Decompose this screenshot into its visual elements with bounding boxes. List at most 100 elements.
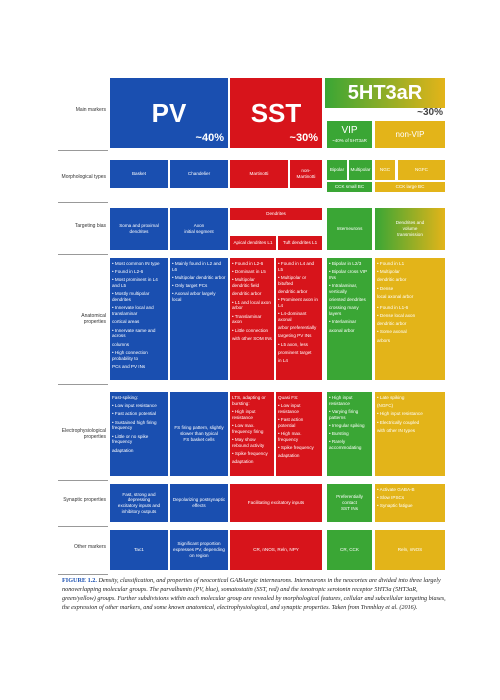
cell-text: expresses PV, depending [173, 547, 225, 553]
cell-text: adaptation [112, 447, 134, 453]
group-header: 5HT3aR [325, 78, 445, 108]
row-label: Anatomical properties [81, 313, 106, 325]
subgroup-header: non-VIP [375, 121, 445, 148]
group-header: PV ~40% [110, 78, 228, 148]
group-share: ~30% [289, 132, 318, 145]
row-divider [58, 202, 108, 203]
cell: • High input resistance • Varying firing … [327, 392, 372, 476]
cell-text: local axonal arbor [377, 293, 414, 299]
row-divider [58, 526, 108, 527]
cell-text: Apical dendrites L1 [233, 240, 273, 246]
cell: Facilitating excitatory inputs [230, 484, 322, 522]
cell-text: crossing many layers [329, 305, 359, 317]
cell-text: dendritic arbor [377, 277, 407, 283]
caption-label: FIGURE 1.2. [62, 577, 97, 584]
cell-text: targeting PV INs [278, 333, 312, 339]
cell-text: • Activate GABA-B [377, 487, 415, 492]
cell-text: • Translaminar axon [232, 313, 262, 325]
cell-text: • Bipolar cross VIP INs [329, 269, 368, 280]
cell-text: on region [189, 552, 209, 558]
cell-text: Tuft dendrites L1 [282, 240, 318, 246]
cell-text: Martinotti [296, 174, 316, 179]
cell-text: Dendrites and [395, 220, 425, 226]
row-label: Morphological types [61, 174, 106, 180]
cell: FS firing pattern, slightly slower than t… [170, 392, 228, 476]
cell-text: • Innervate same and across [112, 327, 156, 339]
cell-text: • Spike frequency [278, 445, 314, 451]
cell-text: • Slow IPSCs [377, 495, 405, 501]
cell-text: • High input resistance [329, 395, 353, 406]
cell-text: • Axonal arbor largely local [172, 291, 216, 303]
cell-text: slower than typical [180, 431, 218, 437]
cell-text: CR, CCK [340, 547, 359, 553]
cell-text: Tac1 [134, 547, 144, 553]
cell: • Found in L4 and L5 • Multipolar or bitu… [276, 258, 322, 380]
cell-text: Significant proportion [177, 541, 221, 547]
cell-text: Dendrites [266, 211, 286, 217]
cell-text: Reln, nNOS [397, 547, 423, 553]
cell-text: • Only target PCs [172, 283, 208, 289]
cell: • Most common IN type • Found in L2-6 • Mo… [110, 258, 168, 380]
cell-text: CR, nNOS, Reln, NPY [253, 547, 299, 553]
cell-text: NGC [379, 167, 391, 173]
cell: Dendrites and volume transmission [375, 208, 445, 250]
cell: Dendrites [230, 208, 322, 220]
cell: • Found in L2-6 • Dominant in L5 • Multipo… [230, 258, 274, 380]
cell-text: Bipolar [329, 167, 345, 173]
cell-text: • Interlaminar [329, 319, 357, 325]
cell-text: • Irregular spiking [329, 422, 365, 428]
cell: Bipolar [327, 160, 347, 180]
cell-text: with other IN types [377, 427, 416, 433]
row-label: Synaptic properties [63, 497, 106, 503]
cell: • Found in L1 • Multipolar dendritic arbo… [375, 258, 445, 380]
row-label: Targeting bias [74, 222, 106, 229]
cell-text: effects [192, 503, 206, 508]
cell-text: • Most common IN type [112, 261, 160, 266]
cell-text: Fast, strong and depressing [122, 491, 156, 503]
cell-text: Interneurons [336, 226, 363, 232]
cell-text: • Fast action potential [112, 411, 156, 417]
cell-text: Quasi FS: [278, 395, 299, 400]
cell-text: • Low input resistance [278, 403, 301, 414]
cell-text: • Multipolar [377, 269, 400, 275]
group-name: 5HT3aR [347, 81, 423, 104]
cell-text: Martinotti [249, 171, 269, 177]
group-name: PV [151, 97, 187, 128]
cell-text: • High connection probability to [112, 349, 148, 361]
cell-text: • High input resistance [232, 408, 256, 420]
cell-text: • May show rebound activity [232, 436, 265, 448]
cell-text: adaptation [278, 453, 300, 459]
cell: Tuft dendrites L1 [278, 236, 322, 250]
group-share: ~30% [417, 107, 443, 118]
cell: non- Martinotti [290, 160, 322, 188]
cell-text: adaptation [232, 459, 254, 465]
cell-text: • Low input resistance [112, 403, 157, 409]
subgroup-header: VIP ~40% of 5HT3aR [327, 121, 372, 148]
group-share: ~40% [195, 132, 224, 145]
row-divider [58, 384, 108, 385]
cell: Multipolar [349, 160, 372, 180]
cell-text: • Dense [377, 285, 394, 291]
cell-text: with other SOM INs [232, 335, 272, 341]
cell-text: Multipolar [350, 167, 371, 173]
cell-text: • High input resistance [377, 411, 423, 417]
row-label: Electrophysiological properties [61, 428, 106, 440]
cell-text: • L1 and local axon arbor [232, 299, 271, 311]
cell: Soma and proximal dendrites [110, 208, 168, 250]
caption-text: Density, classification, and properties … [62, 577, 446, 611]
group-name: SST [250, 97, 302, 128]
cell: NGC [375, 160, 395, 180]
cell-text: • Found in L1 [377, 261, 405, 266]
cell-text: in L4 [278, 358, 288, 364]
cell-text: • Electrically coupled [377, 419, 420, 425]
cell-text: • Late spiking [377, 395, 405, 400]
cell: Martinotti [230, 160, 288, 188]
cell-text: • Found in L2-6 [112, 269, 144, 275]
cell-text: dendrites [129, 229, 149, 234]
cell-text: • Mainly found in L2 and L6 [172, 261, 222, 272]
cell-text: FS firing pattern, slightly [174, 425, 224, 431]
cell-text: (NGFC) [377, 403, 394, 409]
cell-text: oriented dendrites [329, 297, 366, 303]
cell-text: columns [112, 341, 130, 347]
